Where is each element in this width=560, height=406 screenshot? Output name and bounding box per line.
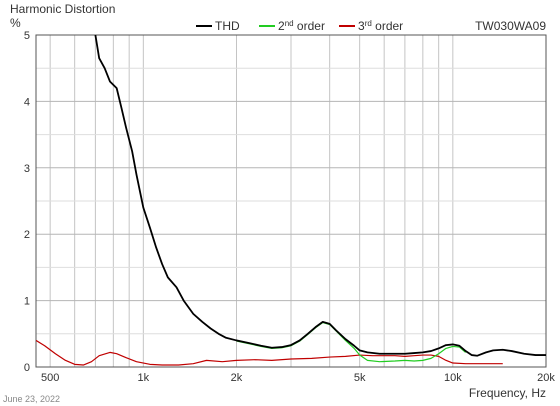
x-tick-label: 2k [231, 372, 243, 384]
x-tick-labels: 500 1k 2k 5k 10k 20k [41, 372, 555, 384]
y-axis-label: % [10, 16, 21, 30]
date-label: June 23, 2022 [3, 394, 60, 404]
series-lines [36, 35, 546, 366]
x-tick-label: 500 [41, 372, 59, 384]
plot-frame [35, 34, 547, 368]
y-tick-label: 0 [24, 362, 30, 374]
x-tick-label: 10k [444, 372, 462, 384]
y-tick-label: 3 [24, 163, 30, 175]
x-axis-label: Frequency, Hz [469, 386, 546, 400]
series-line-thd [94, 35, 546, 357]
legend-entry: THD [215, 19, 240, 33]
x-tick-label: 20k [537, 372, 555, 384]
x-tick-label: 1k [138, 372, 150, 384]
x-tick-label: 5k [354, 372, 366, 384]
model-label: TW030WA09 [475, 19, 546, 33]
y-tick-label: 5 [24, 30, 30, 42]
y-tick-label: 2 [24, 229, 30, 241]
series-line-3rd-order [36, 339, 503, 366]
legend: THD 2nd order 3rd order [196, 19, 403, 33]
y-tick-label: 4 [24, 96, 30, 108]
legend-entry: 2nd order [278, 19, 325, 33]
chart-title: Harmonic Distortion [10, 2, 115, 16]
grid [36, 35, 547, 367]
y-tick-labels: 0 1 2 3 4 5 [24, 30, 30, 374]
y-tick-label: 1 [24, 296, 30, 308]
legend-entry: 3rd order [358, 19, 403, 33]
